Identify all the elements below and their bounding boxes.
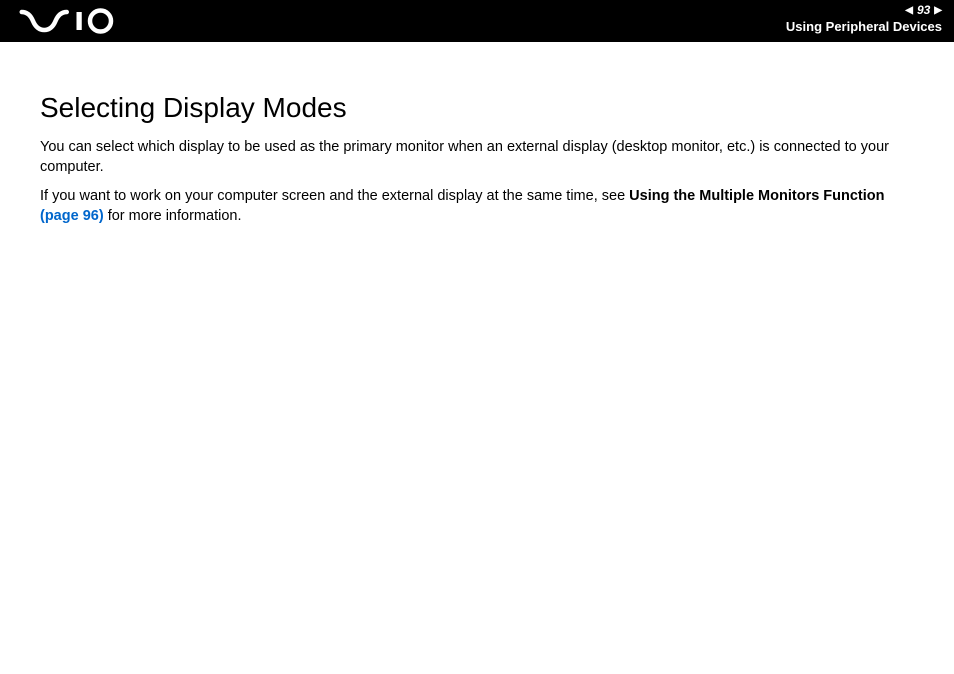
header-nav-group: ◀ 93 ▶ Using Peripheral Devices bbox=[786, 3, 942, 34]
p2-bold-text: Using the Multiple Monitors Function bbox=[629, 188, 884, 204]
p2-post-text: for more information. bbox=[104, 208, 242, 224]
paragraph-2: If you want to work on your computer scr… bbox=[40, 187, 914, 226]
next-page-icon[interactable]: ▶ bbox=[934, 5, 942, 16]
section-title: Using Peripheral Devices bbox=[786, 19, 942, 34]
prev-page-icon[interactable]: ◀ bbox=[905, 5, 913, 16]
page-content: Selecting Display Modes You can select w… bbox=[0, 42, 954, 226]
paragraph-1: You can select which display to be used … bbox=[40, 138, 914, 177]
vaio-logo bbox=[18, 6, 138, 36]
page-title: Selecting Display Modes bbox=[40, 92, 914, 124]
document-header: ◀ 93 ▶ Using Peripheral Devices bbox=[0, 0, 954, 42]
p2-pre-text: If you want to work on your computer scr… bbox=[40, 188, 629, 204]
page-navigation: ◀ 93 ▶ bbox=[786, 3, 942, 17]
page-96-link[interactable]: (page 96) bbox=[40, 208, 104, 224]
page-number: 93 bbox=[917, 3, 930, 17]
